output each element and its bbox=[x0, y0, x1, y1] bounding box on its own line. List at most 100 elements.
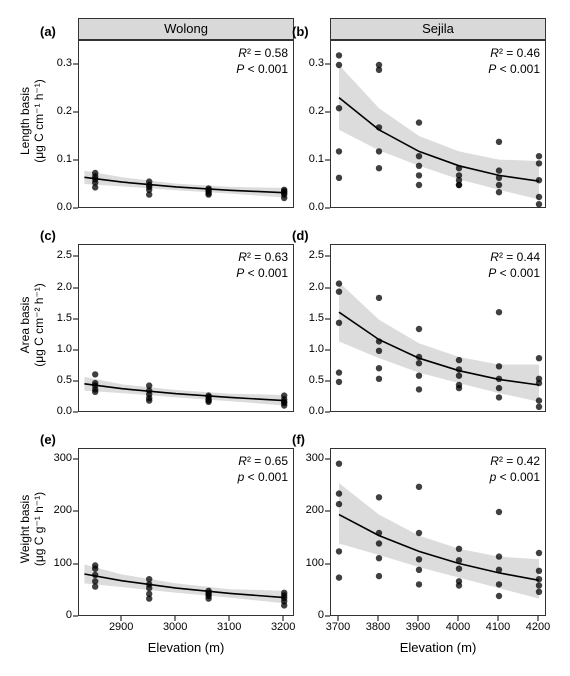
data-point bbox=[456, 373, 462, 379]
data-point bbox=[376, 338, 382, 344]
stat-text-f: R² = 0.42p < 0.001 bbox=[454, 453, 540, 485]
data-point bbox=[376, 530, 382, 536]
data-point bbox=[336, 501, 342, 507]
data-point bbox=[456, 165, 462, 171]
data-point bbox=[205, 191, 211, 197]
data-point bbox=[416, 567, 422, 573]
data-point bbox=[336, 369, 342, 375]
data-point bbox=[336, 62, 342, 68]
xlabel-col1: Elevation (m) bbox=[330, 640, 546, 655]
data-point bbox=[496, 394, 502, 400]
data-point bbox=[376, 555, 382, 561]
panel-letter-f: (f) bbox=[292, 432, 305, 447]
data-point bbox=[336, 175, 342, 181]
ytick-label: 300 bbox=[288, 452, 324, 464]
data-point bbox=[536, 568, 542, 574]
data-point bbox=[416, 581, 422, 587]
data-point bbox=[536, 160, 542, 166]
data-point bbox=[496, 182, 502, 188]
data-point bbox=[496, 189, 502, 195]
data-point bbox=[376, 573, 382, 579]
ytick-label: 0.2 bbox=[288, 105, 324, 117]
data-point bbox=[336, 289, 342, 295]
data-point bbox=[496, 553, 502, 559]
ylabel-row0: Length basis(μg C cm⁻¹ h⁻¹) bbox=[18, 52, 46, 190]
ytick-label: 0.5 bbox=[288, 374, 324, 386]
data-point bbox=[496, 567, 502, 573]
data-point bbox=[281, 195, 287, 201]
data-point bbox=[336, 574, 342, 580]
data-point bbox=[456, 385, 462, 391]
data-point bbox=[146, 191, 152, 197]
data-point bbox=[376, 148, 382, 154]
ytick-label: 0 bbox=[36, 609, 72, 621]
ytick-label: 1.5 bbox=[288, 312, 324, 324]
data-point bbox=[416, 153, 422, 159]
data-point bbox=[376, 165, 382, 171]
data-point bbox=[496, 509, 502, 515]
data-point bbox=[376, 365, 382, 371]
xtick-label: 3100 bbox=[209, 621, 249, 633]
stat-text-b: R² = 0.46P < 0.001 bbox=[454, 45, 540, 77]
data-point bbox=[496, 593, 502, 599]
ytick-label: 2.5 bbox=[288, 249, 324, 261]
data-point bbox=[496, 175, 502, 181]
data-point bbox=[205, 399, 211, 405]
data-point bbox=[376, 540, 382, 546]
data-point bbox=[92, 371, 98, 377]
ytick-label: 100 bbox=[288, 557, 324, 569]
xtick-label: 3700 bbox=[318, 621, 358, 633]
data-point bbox=[416, 354, 422, 360]
data-point bbox=[496, 581, 502, 587]
data-point bbox=[281, 402, 287, 408]
data-point bbox=[536, 404, 542, 410]
ytick-label: 0.0 bbox=[288, 201, 324, 213]
data-point bbox=[336, 52, 342, 58]
data-point bbox=[376, 494, 382, 500]
facet-strip-wolong: Wolong bbox=[78, 18, 294, 40]
ytick-label: 0.1 bbox=[288, 153, 324, 165]
data-point bbox=[456, 557, 462, 563]
data-point bbox=[92, 389, 98, 395]
data-point bbox=[336, 148, 342, 154]
data-point bbox=[416, 556, 422, 562]
data-point bbox=[456, 366, 462, 372]
ytick-label: 0.0 bbox=[36, 405, 72, 417]
data-point bbox=[536, 177, 542, 183]
confidence-ribbon bbox=[84, 565, 284, 604]
data-point bbox=[376, 348, 382, 354]
data-point bbox=[336, 461, 342, 467]
ytick-label: 0.0 bbox=[288, 405, 324, 417]
facet-strip-sejila: Sejila bbox=[330, 18, 546, 40]
data-point bbox=[416, 182, 422, 188]
data-point bbox=[536, 589, 542, 595]
ytick-label: 0.3 bbox=[288, 57, 324, 69]
data-point bbox=[496, 363, 502, 369]
panel-letter-e: (e) bbox=[40, 432, 56, 447]
data-point bbox=[456, 566, 462, 572]
confidence-ribbon bbox=[339, 483, 539, 598]
data-point bbox=[536, 397, 542, 403]
stat-text-a: R² = 0.58P < 0.001 bbox=[202, 45, 288, 77]
data-point bbox=[496, 309, 502, 315]
data-point bbox=[456, 582, 462, 588]
data-point bbox=[281, 602, 287, 608]
confidence-ribbon bbox=[339, 65, 539, 199]
data-point bbox=[146, 595, 152, 601]
ytick-label: 200 bbox=[288, 504, 324, 516]
data-point bbox=[536, 380, 542, 386]
data-point bbox=[536, 194, 542, 200]
data-point bbox=[92, 583, 98, 589]
xtick-label: 3200 bbox=[263, 621, 303, 633]
ytick-label: 2.0 bbox=[288, 281, 324, 293]
data-point bbox=[496, 139, 502, 145]
data-point bbox=[456, 546, 462, 552]
data-point bbox=[416, 326, 422, 332]
data-point bbox=[416, 530, 422, 536]
xtick-label: 4100 bbox=[478, 621, 518, 633]
xtick-label: 3900 bbox=[398, 621, 438, 633]
data-point bbox=[536, 355, 542, 361]
data-point bbox=[536, 153, 542, 159]
ytick-label: 0 bbox=[288, 609, 324, 621]
data-point bbox=[146, 397, 152, 403]
